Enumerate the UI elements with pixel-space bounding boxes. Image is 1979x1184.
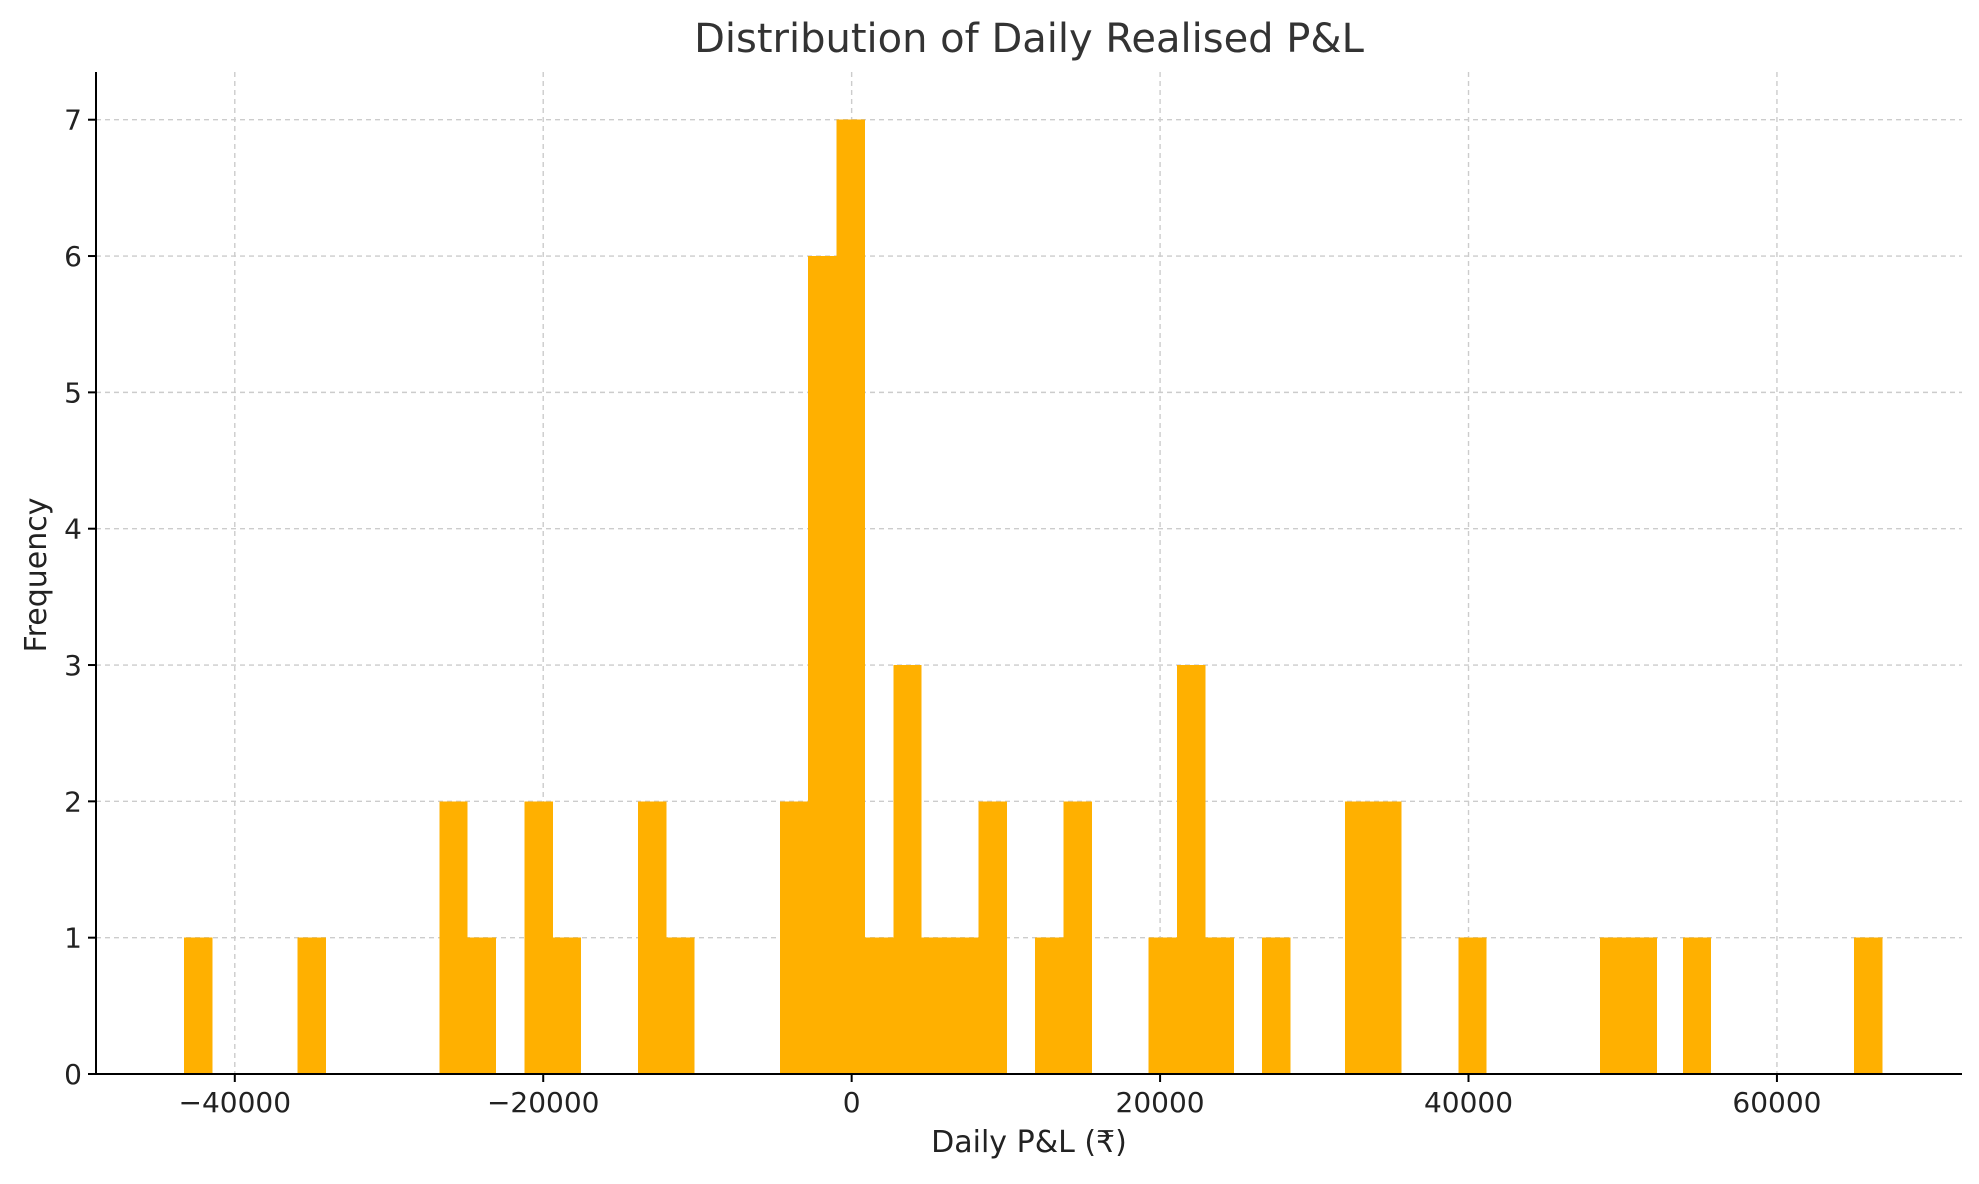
histogram-bar (978, 801, 1007, 1074)
histogram-bar (1682, 937, 1712, 1074)
histogram-bar (1854, 937, 1883, 1074)
x-tick-label: 60000 (1732, 1086, 1821, 1119)
histogram-bar (439, 801, 468, 1074)
histogram-bar (808, 256, 837, 1075)
y-tick-label: 0 (64, 1058, 82, 1091)
histogram-bar (1628, 937, 1657, 1074)
histogram-bar (1373, 801, 1402, 1074)
y-tick-label: 5 (64, 376, 82, 409)
y-tick-label: 7 (64, 104, 82, 137)
x-tick-label: 20000 (1116, 1086, 1205, 1119)
histogram-bar (524, 801, 553, 1074)
histogram-bar (1458, 937, 1487, 1074)
histogram-bar (1177, 665, 1206, 1074)
histogram-bar (864, 937, 894, 1074)
histogram-bar (779, 801, 809, 1074)
histogram-bar (836, 119, 865, 1074)
histogram-bar (893, 665, 922, 1074)
histogram-bar (666, 937, 695, 1074)
bar-layer (183, 119, 1883, 1075)
chart-title: Distribution of Daily Realised P&L (694, 16, 1364, 62)
y-tick-label: 1 (64, 922, 82, 955)
histogram-bar (1262, 937, 1291, 1074)
histogram-bar (1344, 801, 1374, 1074)
histogram-bar (552, 937, 582, 1074)
y-tick-label: 6 (64, 240, 82, 273)
histogram-bar (921, 937, 951, 1074)
histogram-bar (1205, 937, 1234, 1074)
x-tick-label: 0 (843, 1086, 861, 1119)
y-tick-label: 2 (64, 785, 82, 818)
axis-layer: −40000 −20000 0 20000 40000 60000 0 1 2 3 4 5 6 7 (64, 72, 1962, 1119)
grid-layer (96, 72, 1962, 1075)
histogram-bar (467, 937, 497, 1074)
x-axis-label: Daily P&L (₹) (931, 1125, 1127, 1160)
histogram-bar (1063, 801, 1092, 1074)
histogram-bar (1600, 937, 1629, 1074)
y-axis-label: Frequency (19, 498, 54, 653)
histogram-bar (1148, 937, 1178, 1074)
histogram-bar (950, 937, 979, 1074)
x-tick-label: 40000 (1424, 1086, 1513, 1119)
histogram-bar (1035, 937, 1064, 1074)
y-tick-label: 4 (64, 513, 82, 546)
histogram-bar (297, 937, 326, 1074)
x-tick-label: −20000 (487, 1086, 600, 1119)
histogram-bar (183, 937, 213, 1074)
y-tick-label: 3 (64, 649, 82, 682)
x-tick-label: −40000 (179, 1086, 292, 1119)
histogram-bar (637, 801, 667, 1074)
